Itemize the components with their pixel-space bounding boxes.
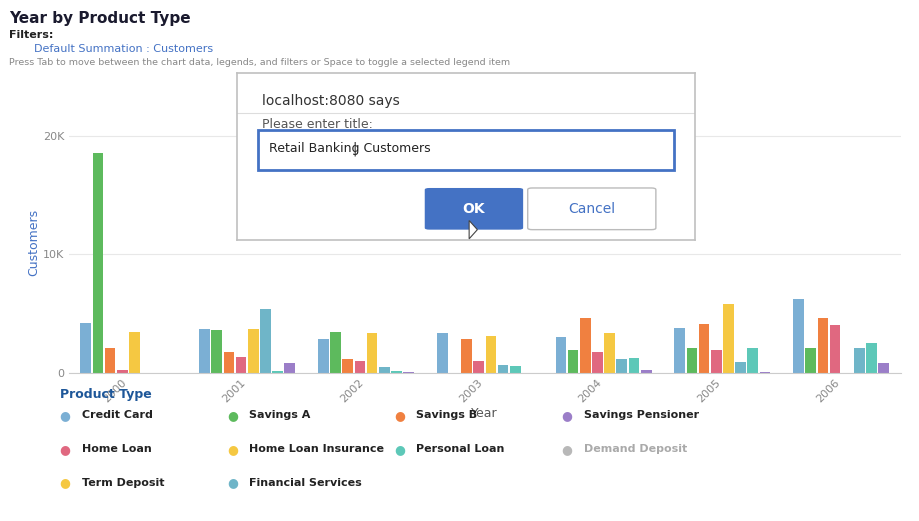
Bar (284, 363, 295, 373)
Bar (391, 371, 402, 373)
FancyBboxPatch shape (528, 188, 656, 230)
Text: Retail Banking Customers: Retail Banking Customers (269, 142, 431, 155)
Bar (686, 348, 698, 373)
Bar (711, 350, 721, 373)
Text: Press Tab to move between the chart data, legends, and filters or Space to toggl: Press Tab to move between the chart data… (9, 58, 510, 67)
FancyBboxPatch shape (425, 188, 523, 230)
Text: |: | (351, 142, 359, 156)
Bar (367, 333, 378, 373)
Bar (617, 359, 627, 373)
Y-axis label: Customers: Customers (27, 209, 40, 276)
Text: ●: ● (60, 477, 71, 489)
FancyBboxPatch shape (257, 130, 675, 170)
Bar (461, 339, 471, 373)
Bar (830, 325, 841, 373)
Text: Personal Loan: Personal Loan (416, 444, 505, 454)
Bar (698, 324, 709, 373)
Bar (330, 332, 341, 373)
Bar (129, 332, 140, 373)
Bar (818, 318, 828, 373)
Bar (93, 154, 103, 373)
Text: Product Type: Product Type (60, 388, 152, 401)
Bar (854, 348, 865, 373)
Bar (675, 328, 686, 373)
Bar (318, 339, 329, 373)
Bar (723, 304, 734, 373)
Bar (223, 352, 234, 373)
Bar (473, 361, 484, 373)
Bar (805, 348, 816, 373)
Bar (437, 333, 448, 373)
Bar (760, 371, 770, 373)
Bar (235, 357, 246, 373)
Bar (580, 318, 591, 373)
Text: ●: ● (227, 409, 238, 421)
Bar (248, 329, 258, 373)
Text: Savings A: Savings A (249, 410, 311, 420)
Text: Year by Product Type: Year by Product Type (9, 11, 191, 27)
Bar (403, 371, 414, 373)
Bar (641, 369, 652, 373)
Text: Financial Services: Financial Services (249, 478, 362, 488)
Bar (556, 337, 566, 373)
Text: Home Loan Insurance: Home Loan Insurance (249, 444, 384, 454)
Text: Savings Pensioner: Savings Pensioner (584, 410, 698, 420)
Bar (747, 348, 758, 373)
Text: Credit Card: Credit Card (82, 410, 153, 420)
Bar (80, 323, 91, 373)
Bar (355, 361, 365, 373)
Text: OK: OK (462, 202, 485, 216)
Bar (343, 359, 353, 373)
Text: ●: ● (60, 409, 71, 421)
Bar (592, 352, 603, 373)
Bar (568, 350, 578, 373)
Text: ●: ● (227, 443, 238, 455)
Text: Savings B: Savings B (416, 410, 478, 420)
Text: Default Summation : Customers: Default Summation : Customers (34, 44, 213, 54)
Text: ●: ● (394, 409, 405, 421)
Text: ●: ● (562, 409, 573, 421)
Text: Demand Deposit: Demand Deposit (584, 444, 686, 454)
Text: Please enter title:: Please enter title: (262, 118, 373, 131)
Text: ●: ● (227, 477, 238, 489)
Bar (117, 369, 128, 373)
X-axis label: Year: Year (471, 407, 498, 420)
Bar (867, 343, 877, 373)
Text: ●: ● (60, 443, 71, 455)
Bar (272, 371, 283, 373)
Text: Home Loan: Home Loan (82, 444, 152, 454)
Polygon shape (469, 220, 477, 239)
Bar (379, 367, 390, 373)
Text: Cancel: Cancel (568, 202, 616, 216)
Bar (498, 365, 508, 373)
Bar (485, 336, 496, 373)
Text: ●: ● (562, 443, 573, 455)
Text: Filters:: Filters: (9, 30, 53, 40)
Bar (199, 329, 210, 373)
Text: localhost:8080 says: localhost:8080 says (262, 94, 400, 108)
Bar (105, 348, 116, 373)
Text: ●: ● (394, 443, 405, 455)
Bar (260, 308, 271, 373)
Bar (879, 363, 890, 373)
Bar (793, 299, 804, 373)
Text: Term Deposit: Term Deposit (82, 478, 165, 488)
Bar (510, 366, 520, 373)
Bar (629, 358, 640, 373)
Bar (605, 333, 615, 373)
Bar (735, 362, 746, 373)
Bar (211, 330, 222, 373)
